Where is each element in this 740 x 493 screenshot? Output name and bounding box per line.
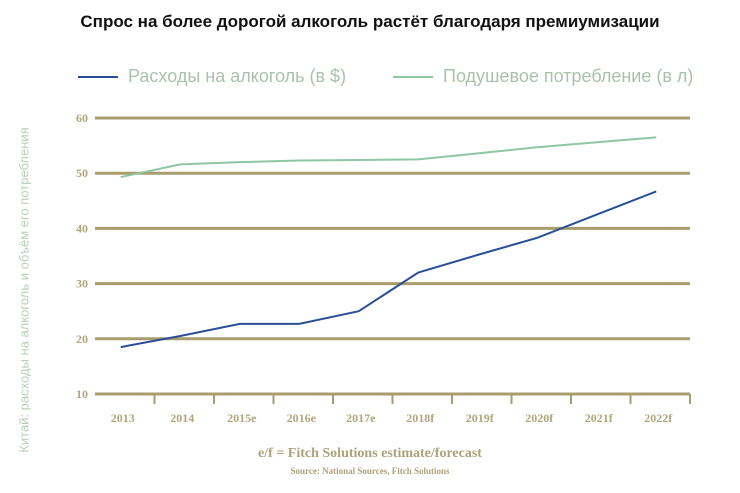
legend-swatch [78,75,118,78]
legend-item-consumption: Подушевое потребление (в л) [393,66,693,87]
x-tick-label: 2015e [227,411,257,425]
x-tick-label: 2016e [287,411,317,425]
x-tick-label: 2019f [466,411,495,425]
legend-label: Подушевое потребление (в л) [443,66,694,86]
x-tick-label: 2018f [406,411,435,425]
x-tick-label: 2014 [170,411,194,425]
series-line-0 [120,190,657,349]
legend-label: Расходы на алкоголь (в $) [128,66,347,86]
y-tick-label: 30 [76,277,88,291]
y-tick-label: 20 [76,332,88,346]
y-tick-label: 60 [76,111,88,125]
y-tick-label: 10 [76,387,88,401]
source-note: Source: National Sources, Fitch Solution… [290,466,450,476]
x-tick-label: 2020f [525,411,554,425]
footnote: e/f = Fitch Solutions estimate/forecast [258,446,482,461]
y-tick-label: 40 [76,221,88,235]
legend-item-spending: Расходы на алкоголь (в $) [78,66,346,87]
series-line-1 [120,136,657,179]
chart-title: Спрос на более дорогой алкоголь растёт б… [80,12,660,31]
legend-swatch [393,75,433,78]
x-tick-label: 2013 [111,411,135,425]
y-tick-label: 50 [76,166,88,180]
x-tick-label: 2017e [346,411,376,425]
x-tick-label: 2021f [585,411,614,425]
x-tick-label: 2022f [644,411,673,425]
